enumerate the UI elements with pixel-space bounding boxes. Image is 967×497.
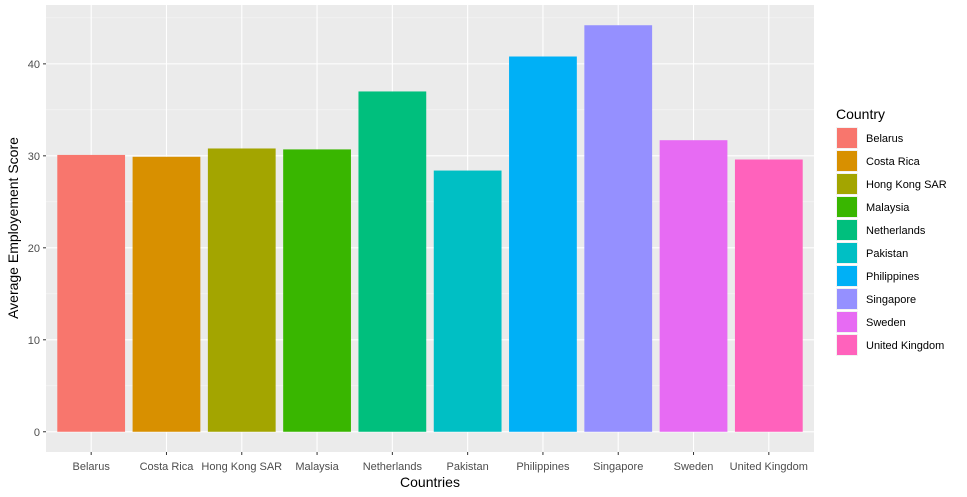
bar-malaysia (283, 149, 351, 432)
legend-swatch (837, 151, 857, 171)
legend-label: Costa Rica (866, 156, 921, 168)
y-tick-label: 40 (28, 59, 40, 71)
legend-swatch (837, 197, 857, 217)
x-tick-label: Malaysia (295, 461, 339, 473)
legend-label: Hong Kong SAR (866, 179, 947, 191)
legend-label: Malaysia (866, 202, 910, 214)
legend-swatch (837, 174, 857, 194)
x-tick-label: United Kingdom (730, 461, 808, 473)
x-tick-label: Netherlands (363, 461, 423, 473)
y-axis-title: Average Employement Score (5, 137, 21, 319)
x-tick-label: Belarus (73, 461, 111, 473)
legend-swatch (837, 266, 857, 286)
y-tick-label: 30 (28, 151, 40, 163)
x-tick-label: Singapore (593, 461, 643, 473)
legend: Country Belarus Costa Rica Hong Kong SAR Ma… (836, 106, 947, 356)
bar-costa-rica (132, 156, 201, 432)
x-tick-label: Philippines (516, 461, 570, 473)
x-axis-ticks: Belarus Costa Rica Hong Kong SAR Malaysia Ne… (73, 452, 808, 473)
bars (57, 25, 803, 432)
legend-label: Pakistan (866, 248, 908, 260)
y-tick-label: 0 (34, 427, 40, 439)
legend-items: Belarus Costa Rica Hong Kong SAR Malaysia Ne… (836, 127, 947, 356)
bar-belarus (57, 154, 126, 432)
legend-label: United Kingdom (866, 340, 944, 352)
legend-label: Singapore (866, 294, 916, 306)
bar-hong-kong-sar (207, 148, 276, 432)
legend-label: Netherlands (866, 225, 926, 237)
bar-pakistan (433, 170, 502, 432)
y-axis-ticks: 0 10 20 30 40 (28, 59, 46, 439)
bar-philippines (509, 56, 577, 432)
legend-swatch (837, 312, 857, 332)
x-tick-label: Sweden (674, 461, 714, 473)
x-tick-label: Costa Rica (140, 461, 195, 473)
legend-label: Belarus (866, 133, 904, 145)
legend-label: Philippines (866, 271, 920, 283)
x-tick-label: Pakistan (447, 461, 489, 473)
bar-netherlands (358, 91, 427, 432)
x-axis-title: Countries (400, 474, 460, 490)
legend-swatch (837, 128, 857, 148)
y-tick-label: 10 (28, 335, 40, 347)
legend-swatch (837, 335, 857, 355)
x-tick-label: Hong Kong SAR (201, 461, 282, 473)
bar-singapore (584, 25, 653, 432)
legend-swatch (837, 243, 857, 263)
bar-united-kingdom (734, 159, 803, 432)
bar-sweden (659, 140, 728, 432)
legend-title: Country (836, 106, 885, 122)
y-tick-label: 20 (28, 243, 40, 255)
legend-label: Sweden (866, 317, 906, 329)
legend-swatch (837, 220, 857, 240)
legend-swatch (837, 289, 857, 309)
